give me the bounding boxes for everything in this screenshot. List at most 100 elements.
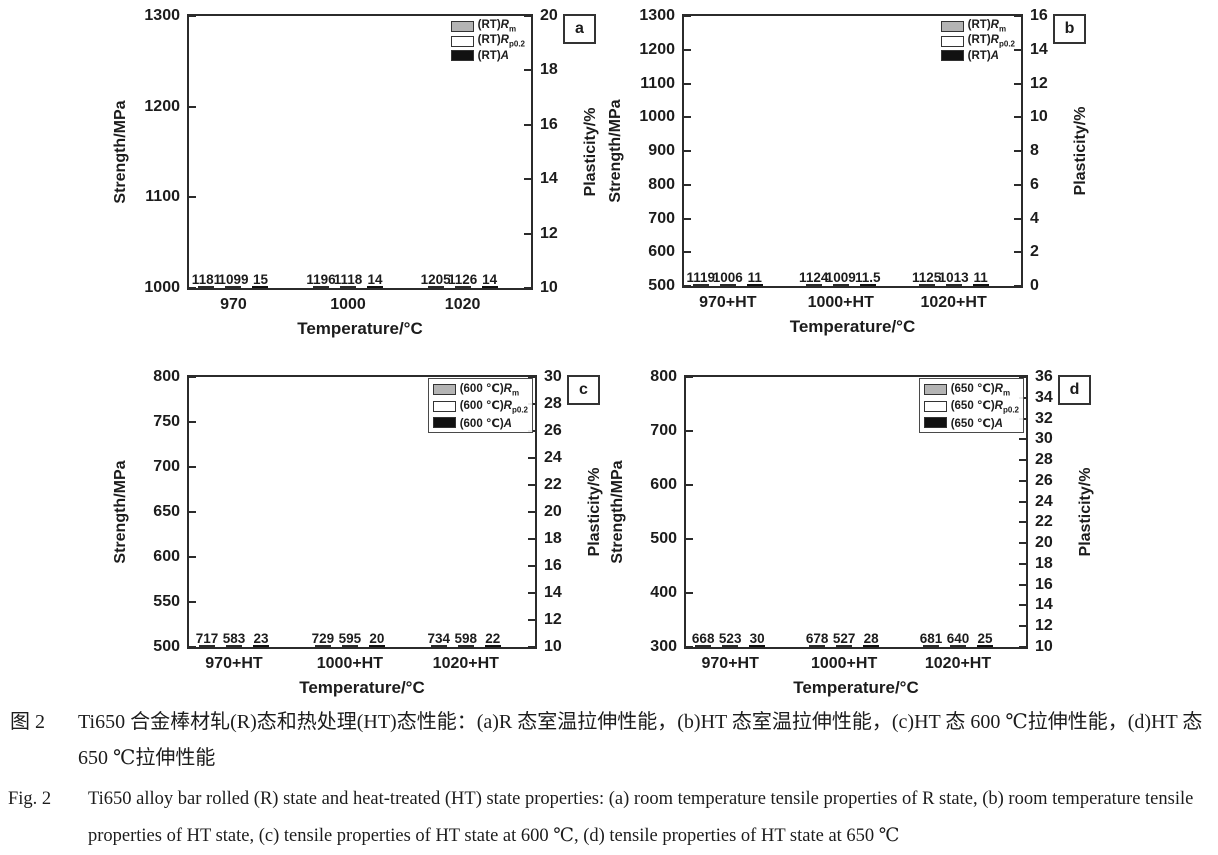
- right-axis-tick: [528, 538, 535, 540]
- right-axis-tick-label: 10: [544, 638, 562, 655]
- caption-english-text: Ti650 alloy bar rolled (R) state and hea…: [88, 789, 1194, 846]
- bar-gray: 678: [806, 631, 828, 647]
- bar-gray: 681: [920, 631, 942, 647]
- left-axis-tick: [684, 251, 691, 254]
- bar-gray: 717: [196, 631, 218, 647]
- bar-value-label: 1125: [911, 270, 942, 285]
- bar-white: 1006: [713, 270, 743, 286]
- legend-item: (RT)Rp0.2: [450, 34, 525, 49]
- right-axis-title: Plasticity/%: [582, 107, 599, 197]
- right-axis-tick: [1019, 646, 1026, 648]
- right-axis-tick-label: 16: [544, 557, 562, 574]
- right-axis-tick-label: 22: [544, 476, 562, 493]
- right-axis-tick: [528, 457, 535, 459]
- panel-label-d: d: [1058, 375, 1091, 405]
- left-axis-tick-label: 1000: [144, 279, 180, 296]
- right-axis-tick-label: 34: [1035, 388, 1053, 406]
- left-axis-tick: [686, 646, 693, 648]
- bar-white: 598: [455, 631, 477, 647]
- bar-value-label: 11: [747, 270, 762, 285]
- bar-white: 523: [719, 631, 741, 647]
- caption-chinese: 图 2 Ti650 合金棒材轧(R)态和热处理(HT)态性能：(a)R 态室温拉…: [0, 704, 1208, 776]
- left-axis-tick-label: 800: [153, 368, 180, 385]
- bar-value-label: 527: [832, 631, 856, 646]
- legend-swatch-black: [940, 50, 964, 62]
- left-axis-tick-label: 500: [650, 530, 677, 547]
- bar-value-label: 14: [482, 272, 498, 287]
- left-axis-tick-label: 600: [648, 243, 675, 261]
- left-axis-tick-label: 700: [650, 422, 677, 439]
- bar-value-label: 1124: [799, 270, 829, 285]
- bar-value-label: 1118: [333, 272, 363, 287]
- right-axis-tick-label: 20: [1035, 534, 1053, 552]
- category-label: 970+HT: [699, 294, 757, 311]
- bar-white: 527: [833, 631, 855, 647]
- right-axis-tick: [524, 178, 531, 181]
- legend-swatch-gray: [923, 383, 947, 395]
- right-axis-tick: [528, 619, 535, 621]
- left-axis-title: Strength/MPa: [609, 460, 626, 564]
- legend: (650 ℃)Rm (650 ℃)Rp0.2 (650 ℃)A: [918, 378, 1024, 433]
- right-axis-tick: [1014, 116, 1021, 119]
- category-label: 1000: [330, 296, 366, 313]
- right-axis-tick-label: 30: [544, 368, 562, 385]
- right-axis-tick: [1014, 150, 1021, 152]
- bar-value-label: 598: [454, 631, 478, 646]
- legend-item: (RT)Rm: [940, 19, 1015, 33]
- bar-value-label: 717: [195, 631, 219, 646]
- right-axis-tick-label: 6: [1030, 175, 1039, 193]
- left-axis-tick: [686, 430, 693, 432]
- left-axis-tick-label: 1100: [145, 188, 180, 206]
- bar-gray: 1124: [799, 270, 828, 286]
- bar-gray: 1119: [687, 270, 715, 286]
- right-axis-tick: [528, 565, 535, 567]
- bar-value-label: 678: [805, 631, 829, 646]
- legend-label: (RT)A: [967, 49, 999, 62]
- category-label: 1020+HT: [920, 294, 987, 311]
- right-axis-tick-label: 12: [540, 224, 558, 242]
- left-axis-title: Strength/MPa: [607, 99, 624, 203]
- right-axis-tick: [1014, 15, 1021, 17]
- panel-label-a: a: [563, 14, 596, 44]
- bar-group: 1124 1009 11.5: [799, 270, 880, 286]
- right-axis-tick-label: 12: [544, 611, 562, 628]
- bar-black: 28: [863, 631, 880, 647]
- right-axis-tick: [1019, 479, 1026, 482]
- bar-black: 22: [484, 631, 501, 647]
- right-axis-tick-label: 28: [1035, 451, 1053, 469]
- legend-swatch-white: [450, 35, 474, 47]
- right-axis-tick: [524, 232, 531, 235]
- bar-black: 11: [746, 270, 763, 286]
- right-axis-tick: [528, 511, 535, 513]
- right-axis-tick: [1019, 521, 1026, 524]
- right-axis-tick: [1019, 376, 1026, 378]
- legend-swatch-black: [923, 417, 947, 429]
- left-axis-tick: [189, 555, 196, 558]
- bar-value-label: 681: [919, 631, 943, 646]
- bar-group: 729 595 20: [312, 631, 385, 647]
- category-label: 970+HT: [701, 655, 759, 672]
- right-axis-tick: [1014, 183, 1021, 186]
- legend-label: (600 ℃)Rp0.2: [459, 400, 528, 415]
- bar-black: 14: [481, 272, 498, 288]
- left-axis-tick: [189, 646, 196, 648]
- right-axis-tick: [528, 376, 535, 378]
- category-label: 970+HT: [205, 655, 263, 672]
- legend-swatch-black: [450, 50, 474, 62]
- caption-chinese-text: Ti650 合金棒材轧(R)态和热处理(HT)态性能：(a)R 态室温拉伸性能，…: [78, 711, 1203, 769]
- chart-panel-b: 500 600 700 800 900 1000 1100 1200 1300 0 2 4 6 8 10 12…: [607, 7, 1089, 336]
- right-axis-tick: [1014, 251, 1021, 254]
- legend-item: (650 ℃)A: [923, 416, 1019, 430]
- legend-item: (600 ℃)Rm: [432, 381, 528, 397]
- right-axis-tick-label: 14: [544, 584, 562, 601]
- legend-swatch-gray: [450, 20, 474, 32]
- right-axis-tick-label: 18: [544, 530, 562, 547]
- caption-english-label: Fig. 2: [8, 789, 52, 809]
- right-axis-tick-label: 22: [1035, 513, 1053, 531]
- right-axis-tick-label: 14: [1035, 596, 1053, 614]
- right-axis-tick: [528, 592, 535, 594]
- left-axis-tick: [686, 484, 693, 486]
- right-axis-tick: [1019, 583, 1026, 586]
- right-axis-tick-label: 12: [1030, 74, 1048, 92]
- category-label: 1000+HT: [316, 655, 384, 672]
